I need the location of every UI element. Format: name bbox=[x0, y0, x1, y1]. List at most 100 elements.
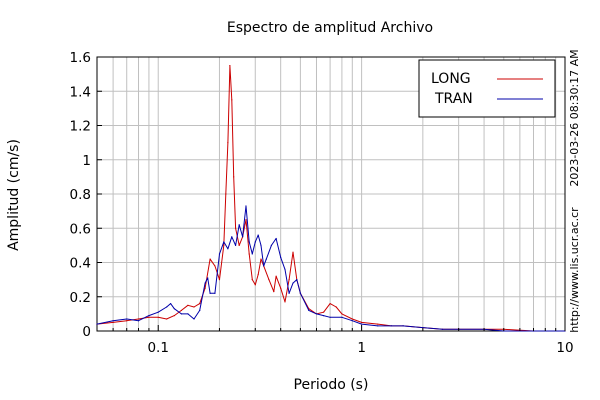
data-point-tran bbox=[218, 253, 221, 255]
data-point-long bbox=[173, 314, 175, 317]
data-point-tran bbox=[329, 316, 331, 318]
data-point-tran bbox=[296, 279, 298, 281]
data-point-tran bbox=[422, 326, 424, 329]
x-tick-label: 1 bbox=[357, 340, 366, 356]
data-point-long bbox=[248, 253, 250, 255]
data-point-tran bbox=[257, 234, 259, 236]
data-point-tran bbox=[402, 325, 404, 327]
data-point-long bbox=[260, 258, 262, 260]
data-point-long bbox=[137, 318, 140, 320]
data-point-long bbox=[187, 304, 189, 306]
data-point-long bbox=[245, 219, 247, 221]
data-point-long bbox=[257, 273, 259, 276]
data-point-tran bbox=[322, 314, 325, 317]
data-point-long bbox=[351, 318, 353, 320]
data-point-tran bbox=[341, 316, 343, 318]
data-point-tran bbox=[280, 256, 282, 258]
data-point-long bbox=[214, 265, 216, 267]
source-url-label: http://www.lis.ucr.ac.cr bbox=[568, 207, 581, 333]
data-point-tran bbox=[390, 325, 392, 327]
y-tick-label: 0.8 bbox=[70, 187, 91, 203]
y-tick-label: 1.6 bbox=[70, 50, 91, 66]
data-point-tran bbox=[180, 313, 183, 315]
data-point-tran bbox=[248, 241, 250, 243]
data-point-tran bbox=[351, 320, 353, 322]
data-point-tran bbox=[254, 241, 256, 243]
data-point-long bbox=[292, 251, 294, 253]
data-point-tran bbox=[137, 320, 140, 322]
data-point-tran bbox=[260, 244, 262, 246]
data-point-tran bbox=[315, 313, 318, 315]
data-point-tran bbox=[187, 313, 189, 315]
data-point-tran bbox=[288, 292, 290, 294]
data-point-tran bbox=[361, 323, 363, 325]
data-point-tran bbox=[377, 325, 379, 327]
series-line-tran bbox=[96, 205, 565, 332]
data-point-tran bbox=[204, 282, 206, 284]
data-point-tran bbox=[245, 205, 247, 207]
legend-box bbox=[418, 59, 556, 118]
data-point-long bbox=[329, 303, 331, 305]
data-point-long bbox=[231, 99, 233, 101]
data-point-long bbox=[199, 303, 201, 305]
y-tick-label: 0.6 bbox=[70, 221, 91, 237]
data-point-long bbox=[180, 309, 183, 312]
legend-label-tran: TRAN bbox=[434, 91, 473, 107]
data-point-tran bbox=[173, 308, 175, 310]
data-point-tran bbox=[441, 328, 444, 330]
data-point-long bbox=[275, 275, 277, 277]
data-point-tran bbox=[308, 309, 310, 312]
data-point-tran bbox=[126, 318, 128, 320]
data-point-long bbox=[251, 279, 253, 281]
data-point-long bbox=[288, 279, 290, 281]
data-point-tran bbox=[157, 311, 159, 313]
y-tick-label: 0.4 bbox=[70, 256, 91, 272]
y-tick-label: 0.2 bbox=[70, 290, 91, 306]
data-point-tran bbox=[169, 303, 172, 305]
data-point-long bbox=[223, 244, 225, 246]
data-point-long bbox=[361, 321, 363, 324]
data-point-long bbox=[204, 287, 206, 289]
data-point-tran bbox=[270, 244, 272, 246]
y-tick-label: 1.2 bbox=[70, 119, 91, 135]
y-axis-ticks: 0 0.2 0.4 0.6 0.8 1 1.2 1.4 1.6 bbox=[70, 50, 102, 340]
data-point-long bbox=[273, 291, 275, 293]
x-tick-label: 10 bbox=[556, 340, 573, 356]
timestamp-label: 2023-03-26 08:30:17 AM bbox=[568, 49, 581, 186]
data-point-tran bbox=[96, 323, 98, 325]
data-point-long bbox=[229, 64, 231, 67]
data-point-long bbox=[335, 306, 337, 308]
data-point-tran bbox=[242, 236, 244, 238]
x-axis-ticks: 0.1 1 10 bbox=[96, 325, 574, 356]
y-axis-label: Amplitud (cm/s) bbox=[6, 139, 22, 251]
series-tran bbox=[96, 205, 566, 332]
data-point-tran bbox=[299, 292, 301, 294]
data-point-long bbox=[284, 301, 286, 303]
data-point-long bbox=[166, 318, 168, 320]
x-axis-label: Periodo (s) bbox=[294, 377, 369, 393]
grid-lines bbox=[96, 56, 566, 332]
data-point-long bbox=[218, 279, 221, 281]
data-point-long bbox=[148, 316, 150, 318]
data-point-long bbox=[234, 227, 237, 229]
x-tick-label: 0.1 bbox=[147, 340, 168, 356]
data-point-long bbox=[377, 323, 379, 325]
data-point-long bbox=[193, 306, 195, 308]
y-tick-label: 1 bbox=[82, 153, 91, 169]
data-point-long bbox=[322, 311, 325, 313]
data-point-long bbox=[238, 244, 240, 246]
y-tick-label: 0 bbox=[82, 324, 91, 340]
data-point-tran bbox=[265, 258, 267, 260]
chart-title: Espectro de amplitud Archivo bbox=[227, 20, 433, 36]
data-point-tran bbox=[193, 318, 195, 320]
data-point-tran bbox=[284, 268, 286, 270]
data-point-long bbox=[227, 142, 229, 144]
data-point-long bbox=[254, 284, 256, 286]
data-point-tran bbox=[251, 253, 253, 255]
data-point-long bbox=[268, 279, 270, 281]
data-point-tran bbox=[112, 320, 114, 322]
data-point-long bbox=[126, 320, 128, 322]
data-point-tran bbox=[238, 224, 240, 226]
data-point-tran bbox=[223, 241, 225, 243]
